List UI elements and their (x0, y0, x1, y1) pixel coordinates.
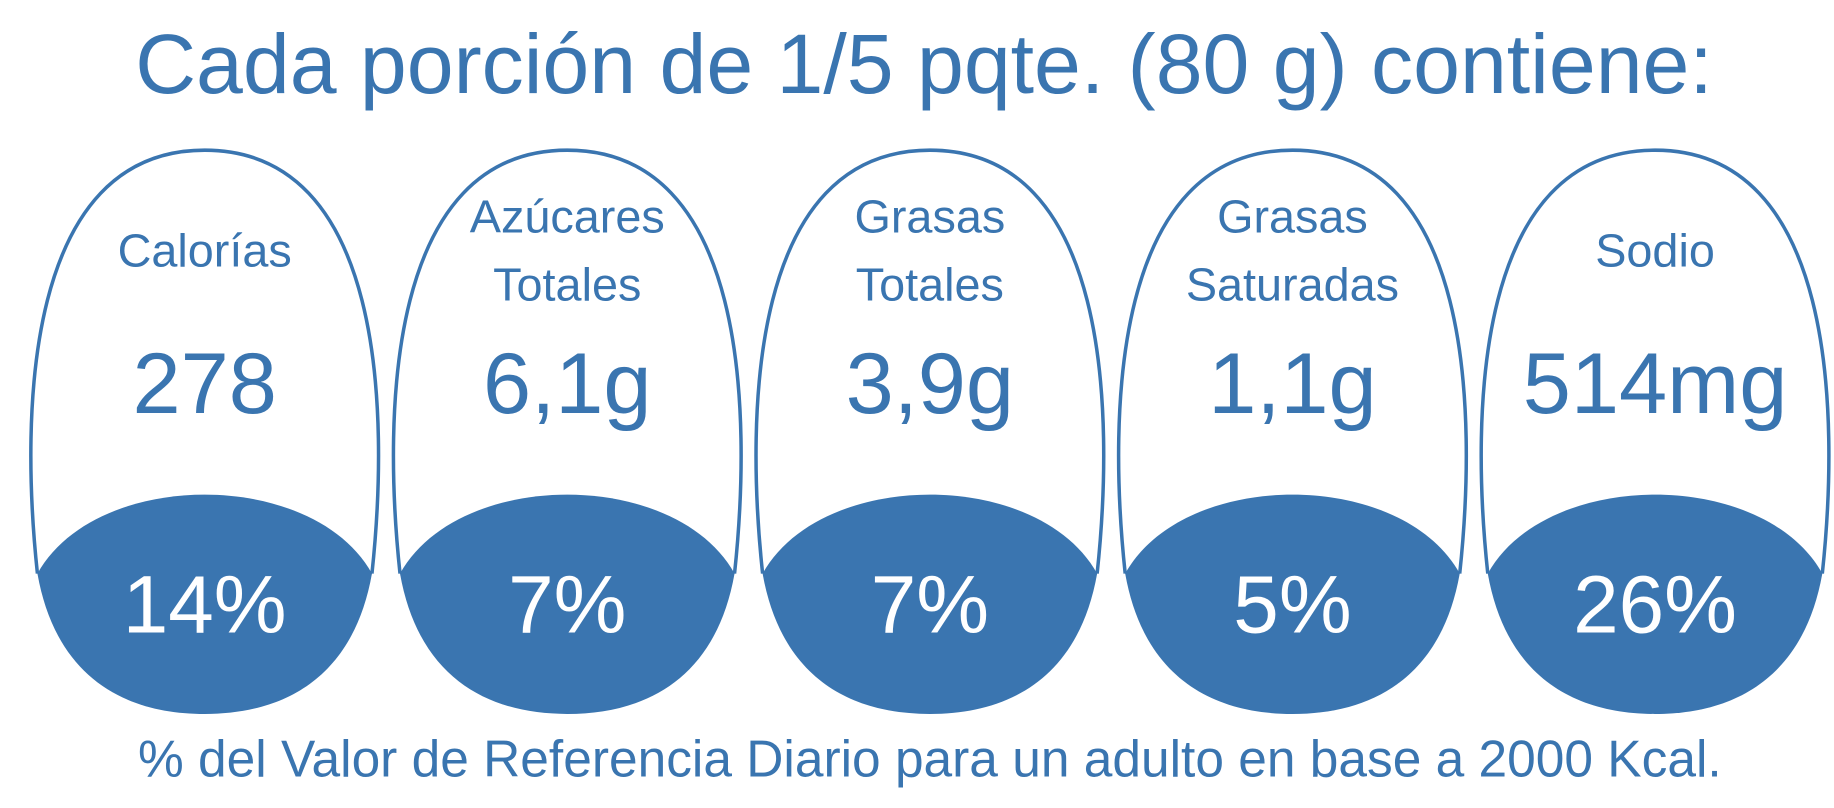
nutrient-amount: 514mg (1523, 336, 1788, 432)
nutrient-label: Calorías (118, 225, 292, 277)
nutrient-percent: 14% (123, 560, 287, 651)
shield-outline (1116, 148, 1468, 574)
shield-outline (1479, 148, 1831, 574)
shield-outline (391, 148, 743, 574)
nutrient-label: Saturadas (1186, 259, 1399, 311)
nutrient-amount: 6,1g (483, 336, 651, 432)
nutrient-percent: 7% (871, 560, 989, 651)
nutrient-label: Grasas (1217, 191, 1368, 243)
title: Cada porción de 1/5 pqte. (80 g) contien… (135, 17, 1713, 111)
nutrient-percent: 7% (508, 560, 626, 651)
nutrient-percent: 5% (1233, 560, 1351, 651)
nutrient-label: Sodio (1595, 225, 1715, 277)
nutrient-label: Azúcares (470, 191, 665, 243)
shield-fill (400, 494, 735, 714)
nutrient-amount: 1,1g (1208, 336, 1376, 432)
nutrient-amount: 3,9g (846, 336, 1014, 432)
nutrient-label: Totales (493, 259, 641, 311)
shield-fill (1125, 494, 1460, 714)
shield-fill (762, 494, 1098, 714)
nutrient-percent: 26% (1573, 560, 1737, 651)
shield-outline (754, 148, 1106, 574)
shield-outline (29, 148, 381, 574)
footer: % del Valor de Referencia Diario para un… (138, 730, 1722, 788)
shield-fill (37, 494, 372, 714)
shield-fill (1487, 494, 1823, 714)
nutrient-label: Totales (856, 259, 1004, 311)
nutrient-label: Grasas (854, 191, 1005, 243)
nutrient-amount: 278 (132, 336, 276, 432)
